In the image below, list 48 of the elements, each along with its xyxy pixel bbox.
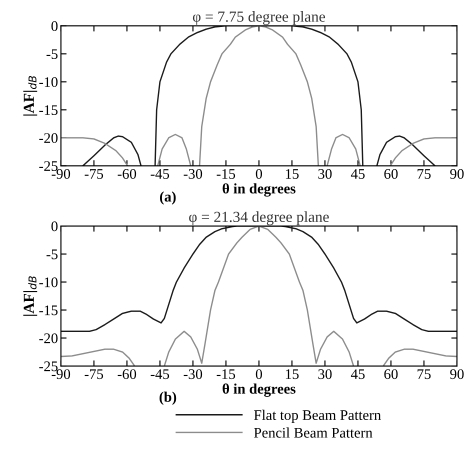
x-tick-label: 90 xyxy=(450,168,464,179)
y-tick-label: -15 xyxy=(39,305,58,316)
x-tick-label: 60 xyxy=(384,168,398,179)
x-axis-title: θ in degrees xyxy=(222,183,296,197)
chart-title: φ = 21.34 degree plane xyxy=(189,211,329,226)
x-tick-label: 0 xyxy=(256,168,262,179)
x-tick-label: -15 xyxy=(216,369,236,380)
x-tick-label: 15 xyxy=(286,169,299,179)
x-tick-label: 75 xyxy=(418,169,431,179)
x-tick-label: 45 xyxy=(350,369,365,380)
x-tick-label: -60 xyxy=(118,369,136,380)
x-tick-label: -90 xyxy=(52,369,70,380)
chart-title: φ = 7.75 degree plane xyxy=(192,11,326,25)
x-tick-label: -60 xyxy=(118,168,136,179)
y-axis-title: |AF|$_{dB}$ xyxy=(23,76,38,116)
x-tick-label: 45 xyxy=(350,169,365,179)
text: (b) xyxy=(160,392,176,405)
y-tick-label: -15 xyxy=(39,105,58,116)
y-tick-label: -10 xyxy=(39,77,58,88)
x-tick-label: 60 xyxy=(384,369,398,380)
x-tick-label: -75 xyxy=(84,369,104,380)
y-tick-label: 0 xyxy=(51,221,58,232)
x-tick-label: 30 xyxy=(318,369,332,380)
text: (a) xyxy=(160,191,176,205)
x-tick-label: -45 xyxy=(150,169,170,179)
y-tick-label: -20 xyxy=(39,333,58,344)
x-tick-label: -30 xyxy=(184,369,202,380)
y-tick-label: -25 xyxy=(39,361,58,372)
y-tick-label: -20 xyxy=(39,133,58,144)
y-tick-label: 0 xyxy=(51,21,58,32)
x-tick-label: 90 xyxy=(450,369,464,380)
x-tick-label: -30 xyxy=(184,168,202,179)
x-tick-label: 15 xyxy=(286,369,299,380)
x-tick-label: -75 xyxy=(84,169,104,179)
y-tick-label: -25 xyxy=(39,161,58,171)
x-tick-label: 75 xyxy=(418,369,431,380)
y-axis-title: |AF|$_{dB}$ xyxy=(23,276,38,316)
legend-label: Flat top Beam Pattern xyxy=(254,410,381,423)
y-tick-label: -5 xyxy=(46,250,58,260)
x-tick-label: 0 xyxy=(256,369,262,380)
x-tick-label: -45 xyxy=(150,369,170,380)
x-tick-label: -90 xyxy=(52,168,70,179)
legend-label: Pencil Beam Pattern xyxy=(254,427,372,438)
y-tick-label: -10 xyxy=(39,277,58,288)
x-tick-label: 30 xyxy=(318,168,332,179)
y-tick-label: -5 xyxy=(46,49,58,60)
x-tick-label: -15 xyxy=(216,169,236,179)
x-axis-title: θ in degrees xyxy=(222,383,296,397)
